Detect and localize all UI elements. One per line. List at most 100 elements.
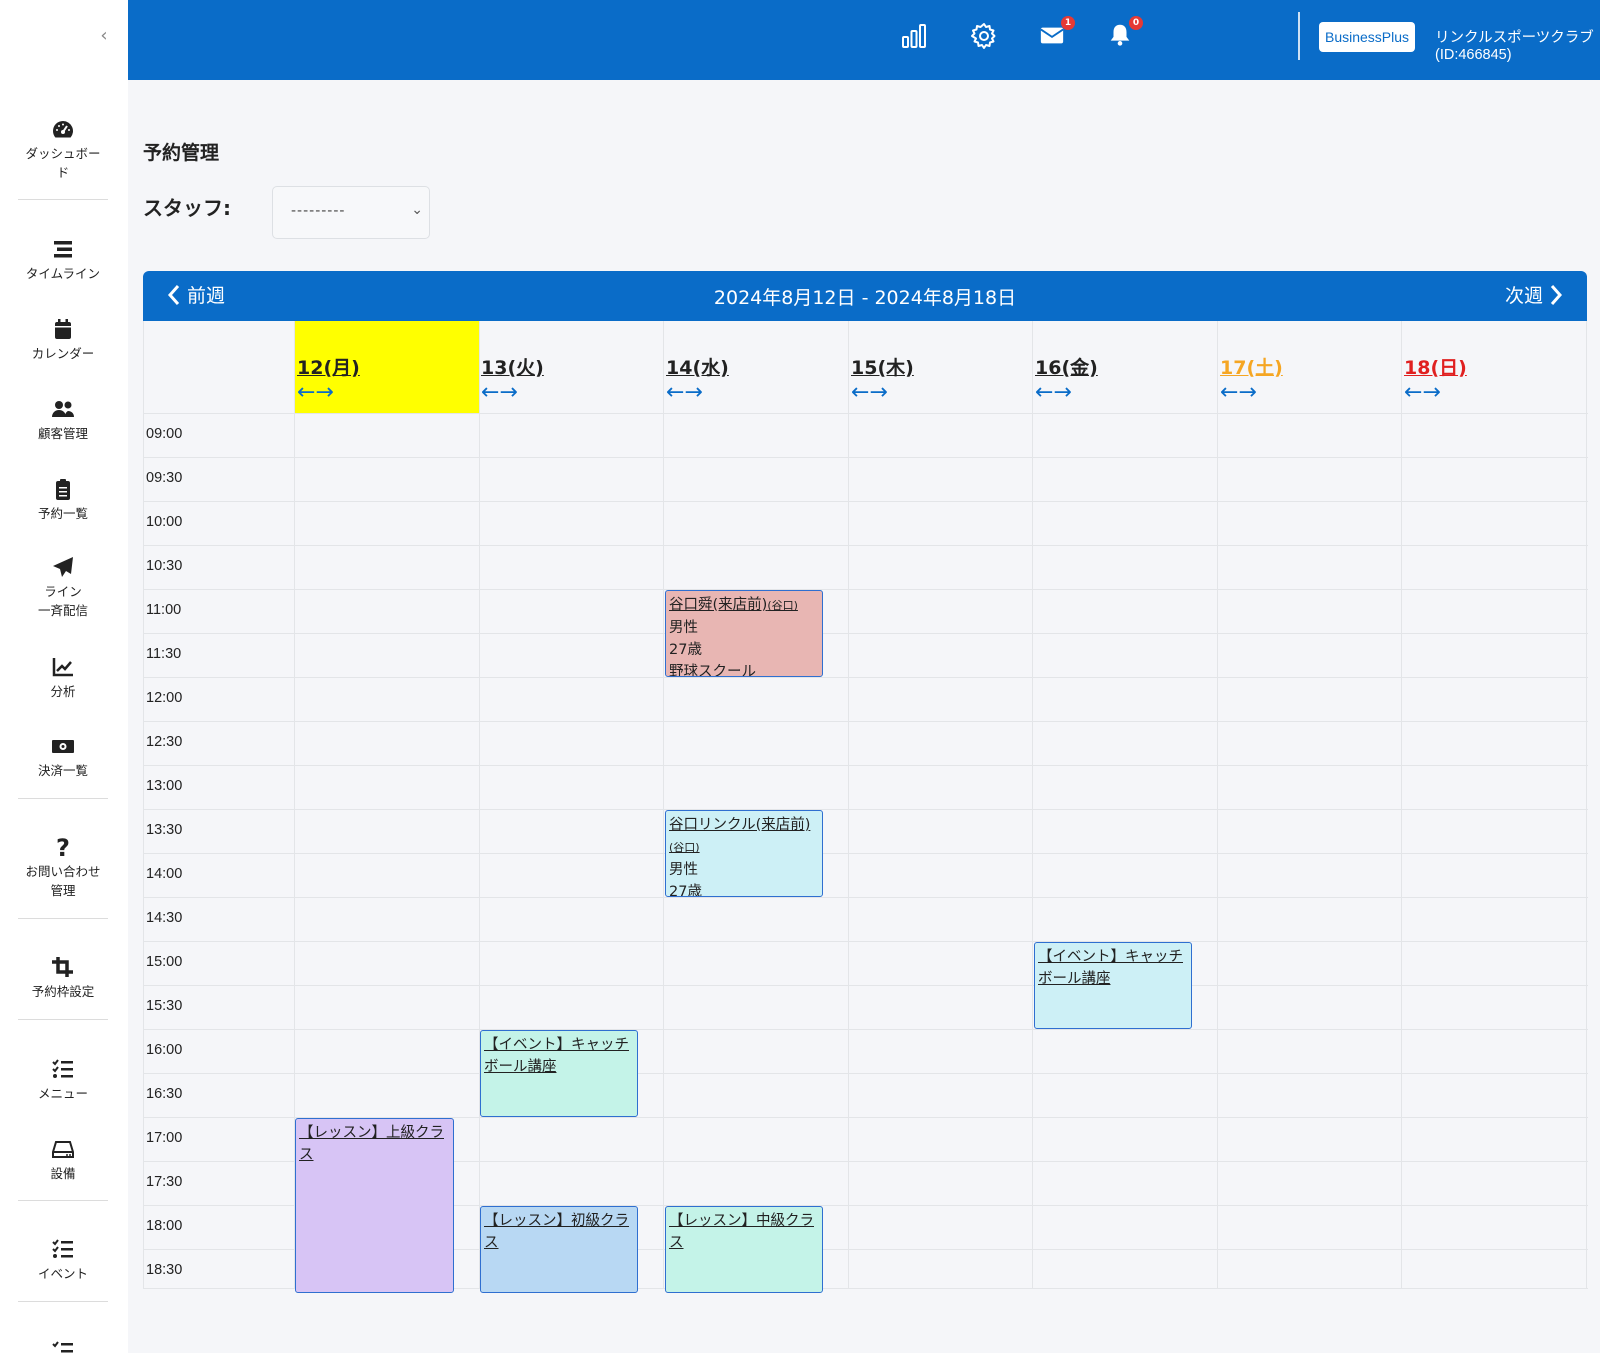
next-week-button[interactable]: 次週 bbox=[1505, 281, 1563, 308]
expand-day-arrows-icon[interactable]: ←→ bbox=[297, 380, 334, 405]
event-title: 【レッスン】初級クラス bbox=[484, 1213, 629, 1251]
prev-week-button[interactable]: 前週 bbox=[167, 281, 225, 308]
event-detail: 男性 bbox=[669, 862, 698, 878]
list-check-icon bbox=[52, 1239, 73, 1258]
day-header-mon: 12(月) ←→ bbox=[295, 321, 479, 413]
chart-line-icon bbox=[52, 658, 73, 677]
day-header-thu: 15(木) ←→ bbox=[849, 321, 1033, 413]
staff-select[interactable]: --------- ⌄ bbox=[272, 186, 430, 239]
expand-day-arrows-icon[interactable]: ←→ bbox=[1404, 380, 1441, 405]
sidebar-item-analytics[interactable]: 分析 bbox=[0, 656, 126, 701]
sidebar-item-label: 設備 bbox=[50, 1166, 76, 1181]
event-card[interactable]: 【イベント】キャッチボール講座 bbox=[480, 1030, 638, 1117]
day-label[interactable]: 13(火) bbox=[481, 357, 544, 379]
lesson-card[interactable]: 【レッスン】初級クラス bbox=[480, 1206, 638, 1293]
sidebar-item-line-broadcast[interactable]: ライン 一斉配信 bbox=[0, 556, 126, 620]
paper-plane-icon bbox=[53, 557, 73, 577]
sidebar-item-label: イベント bbox=[37, 1266, 88, 1281]
sidebar-item-label: タイムライン bbox=[25, 266, 101, 281]
expand-day-arrows-icon[interactable]: ←→ bbox=[481, 380, 518, 405]
users-icon bbox=[52, 401, 74, 417]
event-title: 谷口リンクル(来店前) bbox=[669, 817, 811, 833]
bar-chart-icon[interactable] bbox=[900, 22, 928, 50]
collapse-sidebar-chevron-icon[interactable]: ‹ bbox=[100, 25, 108, 46]
envelope-icon bbox=[1040, 27, 1064, 44]
event-card[interactable]: 【イベント】キャッチボール講座 bbox=[1034, 942, 1192, 1029]
grid-line bbox=[144, 413, 1588, 414]
time-label: 09:30 bbox=[146, 470, 183, 486]
time-label: 09:00 bbox=[146, 426, 183, 442]
question-icon: ? bbox=[56, 836, 70, 858]
expand-day-arrows-icon[interactable]: ←→ bbox=[1035, 380, 1072, 405]
reservation-card[interactable]: 谷口リンクル(来店前) (谷口) 男性 27歳 bbox=[665, 810, 823, 897]
mail-button[interactable]: 1 bbox=[1039, 16, 1075, 50]
day-label[interactable]: 12(月) bbox=[297, 357, 360, 379]
sidebar-item-more[interactable] bbox=[0, 1340, 126, 1353]
day-header-sat: 17(土) ←→ bbox=[1218, 321, 1402, 413]
sidebar-item-label: メニュー bbox=[37, 1086, 88, 1101]
time-label: 16:30 bbox=[146, 1086, 183, 1102]
sidebar-item-label: 分析 bbox=[50, 684, 76, 699]
day-label[interactable]: 14(水) bbox=[666, 357, 729, 379]
reservation-card[interactable]: 谷口舜(来店前)(谷口) 男性 27歳 野球スクール bbox=[665, 590, 823, 677]
expand-day-arrows-icon[interactable]: ←→ bbox=[666, 380, 703, 405]
top-header: 1 0 BusinessPlus リンクルスポーツクラブ (ID:466845) bbox=[128, 0, 1600, 80]
sidebar-item-timeline[interactable]: タイムライン bbox=[0, 238, 126, 283]
sidebar-item-menu[interactable]: メニュー bbox=[0, 1058, 126, 1103]
staff-label: スタッフ: bbox=[143, 196, 231, 220]
grid-line bbox=[144, 765, 1588, 766]
grid-line bbox=[1032, 321, 1033, 1289]
next-week-label: 次週 bbox=[1504, 285, 1543, 307]
time-label: 13:30 bbox=[146, 822, 183, 838]
sidebar-item-inquiries[interactable]: ? お問い合わせ 管理 bbox=[0, 836, 126, 900]
sidebar-item-payments[interactable]: 決済一覧 bbox=[0, 735, 126, 780]
event-title: 谷口舜(来店前) bbox=[669, 597, 768, 613]
grid-line bbox=[144, 853, 1588, 854]
grid-line bbox=[144, 1029, 1588, 1030]
sidebar-item-dashboard[interactable]: ダッシュボー ド bbox=[0, 118, 126, 182]
sidebar-item-facilities[interactable]: 設備 bbox=[0, 1138, 126, 1183]
day-label[interactable]: 18(日) bbox=[1404, 357, 1467, 379]
grid-line bbox=[144, 589, 1588, 590]
day-label[interactable]: 15(木) bbox=[851, 357, 914, 379]
time-label: 12:30 bbox=[146, 734, 183, 750]
time-label: 18:30 bbox=[146, 1262, 183, 1278]
sidebar-item-reservations[interactable]: 予約一覧 bbox=[0, 478, 126, 523]
time-label: 16:00 bbox=[146, 1042, 183, 1058]
plan-badge[interactable]: BusinessPlus bbox=[1319, 22, 1416, 52]
grid-line bbox=[144, 721, 1588, 722]
day-label[interactable]: 17(土) bbox=[1220, 357, 1283, 379]
lesson-card[interactable]: 【レッスン】中級クラス bbox=[665, 1206, 823, 1293]
day-label[interactable]: 16(金) bbox=[1035, 357, 1098, 379]
event-detail: 野球スクール bbox=[669, 664, 756, 677]
chevron-left-icon bbox=[167, 285, 180, 305]
event-detail: 27歳 bbox=[669, 884, 702, 897]
day-header-wed: 14(水) ←→ bbox=[664, 321, 848, 413]
sidebar-item-label: 予約枠設定 bbox=[31, 984, 95, 999]
lesson-card[interactable]: 【レッスン】上級クラス bbox=[295, 1118, 454, 1293]
sidebar-item-events[interactable]: イベント bbox=[0, 1238, 126, 1283]
expand-day-arrows-icon[interactable]: ←→ bbox=[851, 380, 888, 405]
account-name[interactable]: リンクルスポーツクラブ (ID:466845) bbox=[1435, 30, 1594, 63]
time-label: 15:30 bbox=[146, 998, 183, 1014]
dashboard-gauge-icon bbox=[53, 121, 74, 138]
page-title: 予約管理 bbox=[143, 142, 220, 164]
gear-icon[interactable] bbox=[970, 22, 998, 50]
sidebar: ‹ ダッシュボー ド タイムライン カレンダー 顧客管理 予約一覧 ライン 一斉… bbox=[0, 0, 128, 1353]
grid-line bbox=[144, 1073, 1588, 1074]
week-grid: 12(月) ←→ 13(火) ←→ 14(水) ←→ 15(木) ←→ 16(金… bbox=[143, 321, 1588, 1293]
prev-week-label: 前週 bbox=[187, 285, 226, 307]
time-label: 13:00 bbox=[146, 778, 183, 794]
expand-day-arrows-icon[interactable]: ←→ bbox=[1220, 380, 1257, 405]
grid-line bbox=[144, 677, 1588, 678]
time-label: 11:30 bbox=[146, 646, 182, 662]
sidebar-divider bbox=[18, 918, 108, 919]
event-title: 【レッスン】上級クラス bbox=[299, 1125, 444, 1163]
sidebar-item-customers[interactable]: 顧客管理 bbox=[0, 398, 126, 443]
grid-line bbox=[144, 1117, 1588, 1118]
grid-line bbox=[144, 501, 1588, 502]
sidebar-item-slot-settings[interactable]: 予約枠設定 bbox=[0, 956, 126, 1001]
notification-button[interactable]: 0 bbox=[1107, 16, 1143, 50]
sidebar-item-calendar[interactable]: カレンダー bbox=[0, 318, 126, 363]
money-icon bbox=[52, 740, 74, 753]
